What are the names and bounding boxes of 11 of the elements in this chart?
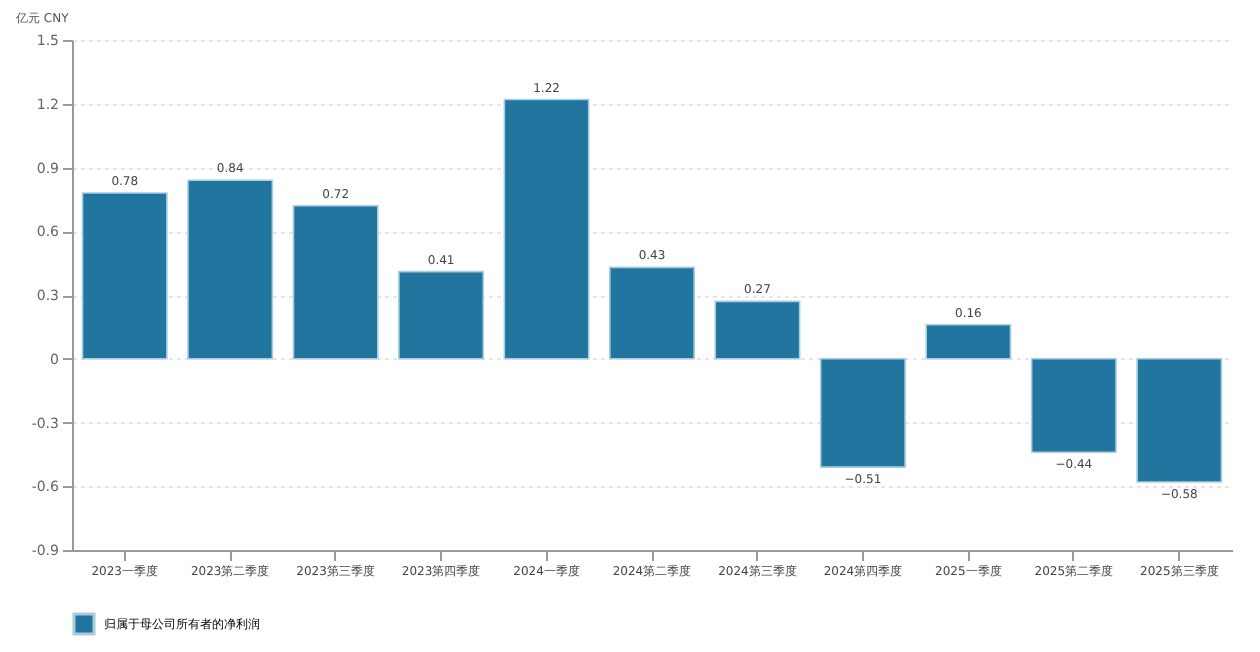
bar (398, 270, 485, 360)
bar (609, 266, 695, 360)
bar (292, 204, 379, 360)
bar (503, 98, 590, 360)
bar (187, 179, 274, 360)
bar (819, 357, 906, 468)
bar (714, 300, 801, 360)
bar (925, 323, 1012, 360)
bar (1030, 357, 1117, 454)
bar (81, 192, 168, 360)
bar (1136, 357, 1223, 483)
